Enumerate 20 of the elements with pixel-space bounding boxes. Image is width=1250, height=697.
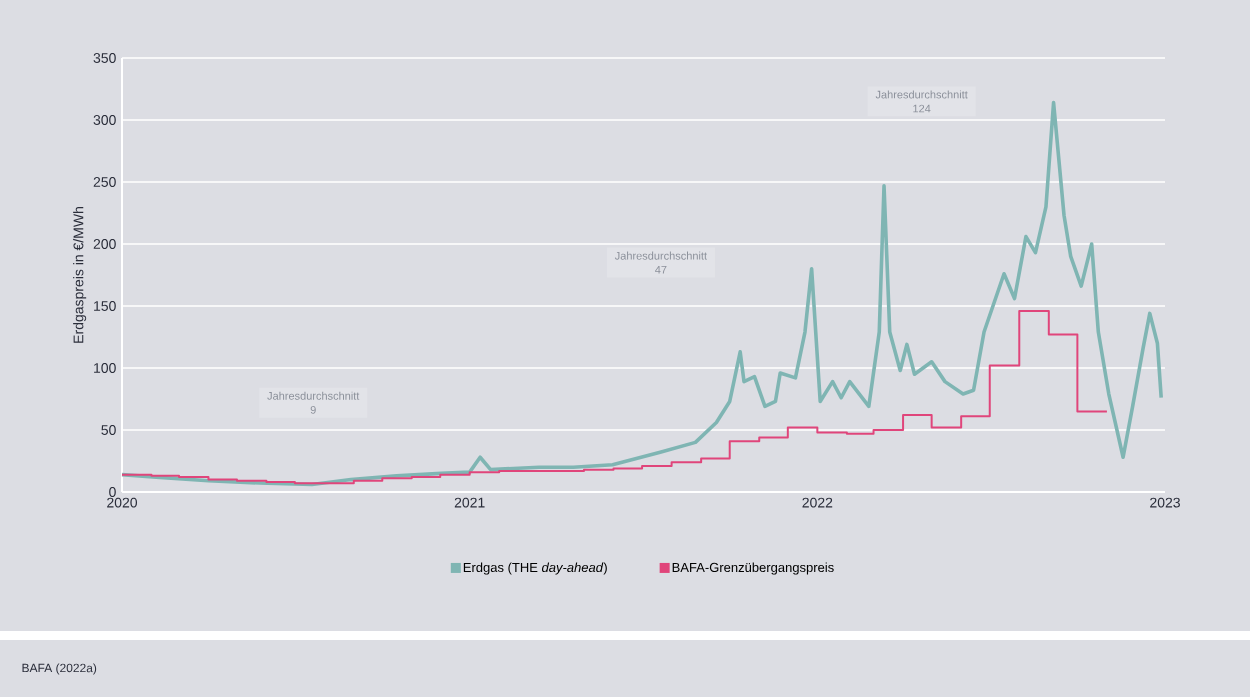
y-tick-label: 300 <box>93 115 116 125</box>
annotation: Jahresdurchschnitt 47 <box>614 251 707 274</box>
legend-label: BAFA-Grenzübergangspreis <box>672 562 834 575</box>
x-tick-label: 2023 <box>1150 497 1180 508</box>
y-tick-label: 250 <box>93 177 116 187</box>
line-series <box>120 100 1163 487</box>
y-tick-label: 0 <box>109 487 116 497</box>
annotation: Jahresdurchschnitt 9 <box>267 391 360 414</box>
y-tick-label: 150 <box>94 301 116 311</box>
y-tick-label: 200 <box>93 239 116 249</box>
x-tick-label: 2021 <box>454 497 485 508</box>
x-tick-label: 2022 <box>802 497 833 508</box>
y-axis-title: Erdgaspreis in €/MWh <box>73 207 87 343</box>
y-tick-label: 350 <box>93 53 116 63</box>
y-tick-label: 100 <box>94 363 116 373</box>
text: BAFA (2022a) <box>22 663 97 675</box>
y-tick-label: 50 <box>101 425 116 435</box>
annotation: Jahresdurchschnitt 124 <box>875 90 968 113</box>
x-tick-label: 2020 <box>107 497 138 508</box>
legend-label: Erdgas (THE day-ahead) <box>463 562 607 575</box>
